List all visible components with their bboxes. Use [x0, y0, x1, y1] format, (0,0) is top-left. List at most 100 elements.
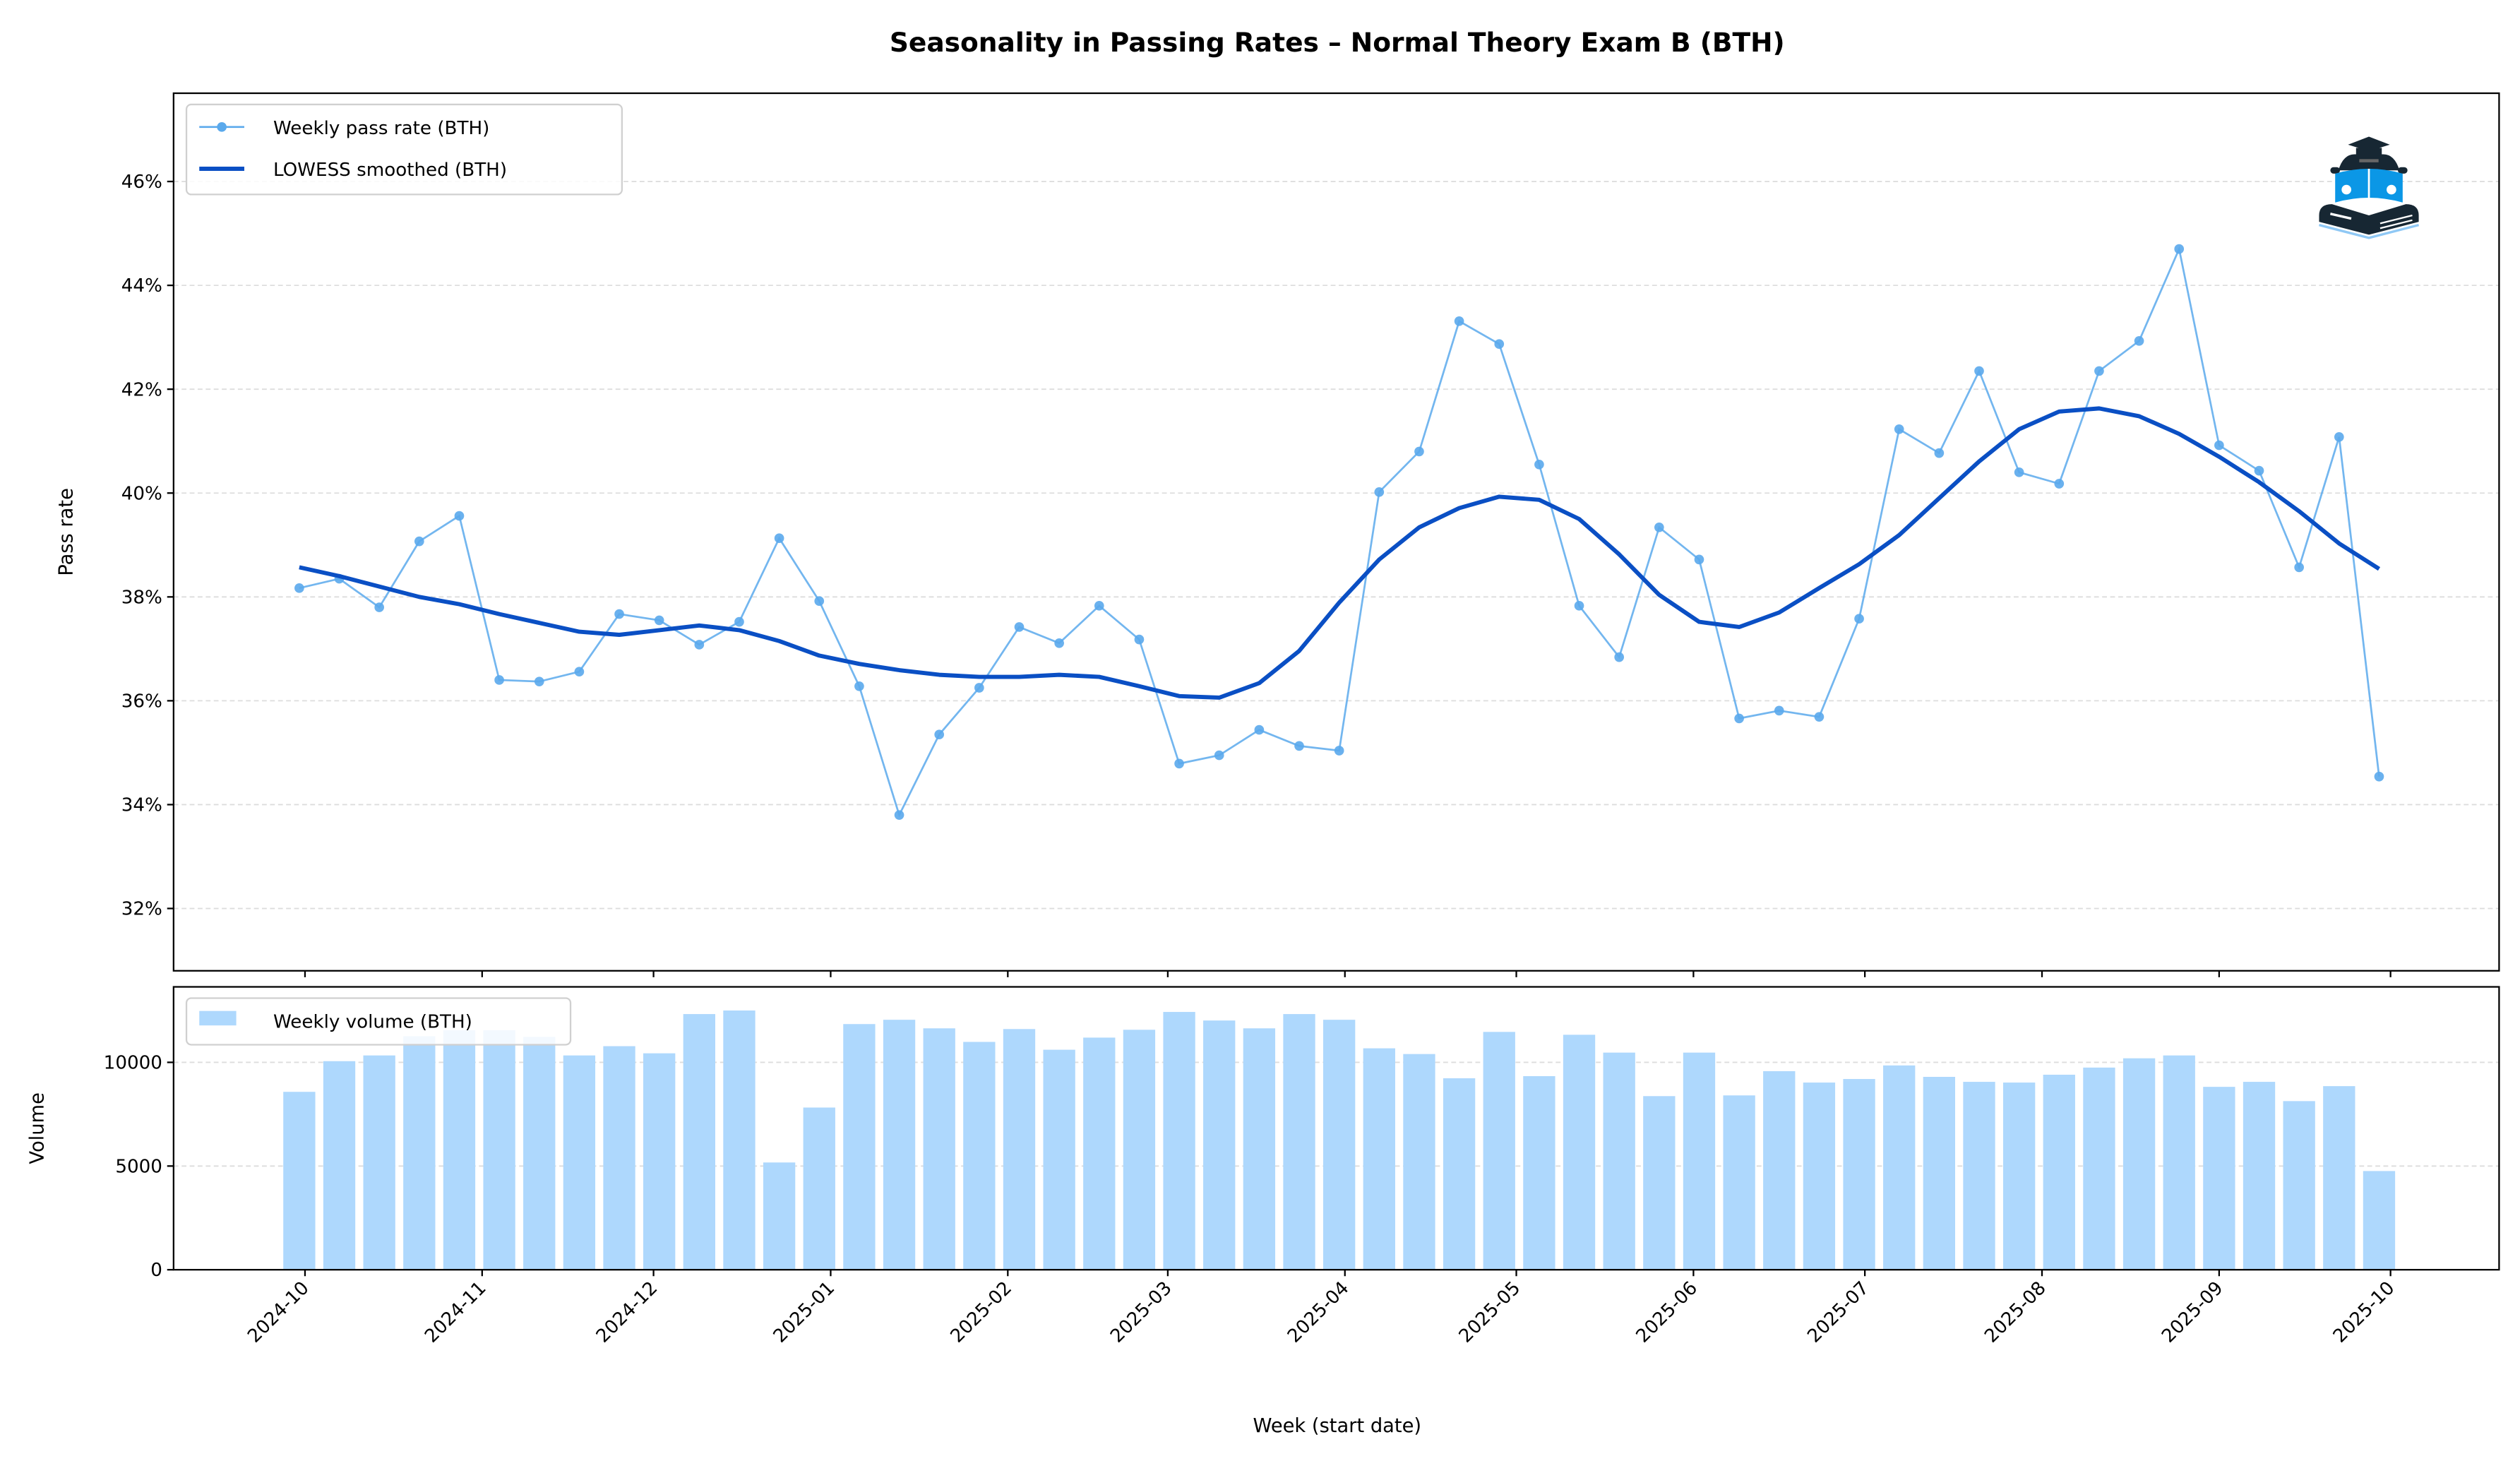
weekly-pass-rate-point — [534, 676, 544, 687]
weekly-pass-rate-point — [1094, 600, 1104, 611]
weekly-pass-rate-point — [2174, 244, 2185, 254]
weekly-pass-rate-point — [1414, 446, 1424, 457]
weekly-pass-rate-point — [1374, 487, 1385, 497]
weekly-pass-rate-point — [2254, 465, 2264, 476]
volume-bar — [1003, 1029, 1036, 1270]
weekly-pass-rate-point — [1894, 424, 1904, 434]
weekly-pass-rate-point — [574, 667, 585, 677]
weekly-pass-rate-point — [2294, 562, 2304, 573]
volume-bar — [1083, 1037, 1116, 1270]
bottom-y-tick-label: 5000 — [115, 1156, 162, 1177]
volume-bar — [2243, 1082, 2276, 1270]
volume-bar — [1683, 1052, 1716, 1270]
weekly-pass-rate-point — [1734, 713, 1744, 724]
bottom-y-ticks: 0 5000 10000 — [104, 1053, 174, 1281]
volume-bar — [2323, 1086, 2355, 1270]
top-plot-series — [294, 244, 2384, 821]
volume-bar — [603, 1046, 635, 1270]
volume-bar — [1163, 1012, 1195, 1270]
weekly-pass-rate-point — [454, 511, 465, 521]
top-y-tick-label: 40% — [121, 483, 162, 504]
top-y-tick-label: 42% — [121, 379, 162, 400]
volume-bar — [1803, 1083, 1836, 1270]
weekly-pass-rate-point — [1054, 638, 1064, 648]
volume-bar — [2283, 1101, 2315, 1270]
bottom-y-tick-label: 10000 — [104, 1053, 162, 1074]
top-legend-box — [185, 103, 623, 196]
volume-bar — [1563, 1034, 1596, 1270]
bottom-y-tick-label: 0 — [150, 1260, 162, 1281]
volume-bar — [2203, 1087, 2235, 1270]
weekly-pass-rate-point — [1974, 366, 1984, 376]
top-y-axis-label: Pass rate — [55, 488, 77, 576]
weekly-pass-rate-point — [1334, 746, 1344, 756]
volume-bar — [323, 1061, 356, 1270]
weekly-pass-rate-point — [1574, 600, 1584, 611]
weekly-pass-rate-point — [2214, 440, 2224, 451]
bottom-legend: Weekly volume (BTH) — [185, 997, 572, 1046]
bottom-y-axis-label: Volume — [26, 1092, 48, 1164]
volume-bar — [1323, 1020, 1356, 1270]
legend-label-lowess: LOWESS smoothed (BTH) — [273, 160, 507, 181]
weekly-pass-rate-point — [814, 596, 825, 607]
weekly-pass-rate-point — [374, 602, 384, 612]
weekly-pass-rate-point — [654, 615, 664, 626]
chart-title: Seasonality in Passing Rates – Normal Th… — [890, 27, 1785, 58]
weekly-pass-rate-point — [294, 583, 304, 593]
top-y-tick-label: 44% — [121, 275, 162, 297]
volume-bar — [723, 1010, 756, 1270]
weekly-pass-rate-point — [1614, 652, 1625, 662]
volume-bar — [1883, 1065, 1916, 1270]
volume-bar — [1483, 1032, 1515, 1270]
weekly-pass-rate-point — [2134, 335, 2144, 346]
volume-bar — [643, 1053, 676, 1270]
weekly-pass-rate-point — [1774, 705, 1784, 716]
volume-bar — [803, 1107, 835, 1270]
weekly-pass-rate-point — [1534, 459, 1544, 470]
volume-bar — [1963, 1082, 1995, 1270]
weekly-pass-rate-point — [1654, 522, 1664, 532]
bottom-legend-box — [185, 997, 572, 1046]
weekly-pass-rate-point — [2334, 431, 2344, 442]
top-y-tick-label: 34% — [121, 795, 162, 816]
top-y-ticks: 32% 34% 36% 38% 40% 42% 44% 46% — [121, 172, 174, 920]
volume-bar — [683, 1014, 715, 1270]
volume-bar — [563, 1055, 596, 1270]
top-y-tick-label: 38% — [121, 587, 162, 608]
top-y-tick-label: 36% — [121, 691, 162, 712]
top-gridlines — [173, 181, 2500, 910]
top-y-tick-label: 32% — [121, 899, 162, 920]
volume-bar — [1643, 1096, 1676, 1270]
volume-bar — [1523, 1075, 1555, 1270]
volume-bar — [363, 1055, 395, 1270]
weekly-pass-rate-point — [1694, 554, 1704, 565]
volume-bar — [1363, 1048, 1395, 1270]
volume-bar — [843, 1024, 876, 1270]
volume-bar — [1443, 1078, 1476, 1270]
weekly-pass-rate-point — [1494, 339, 1505, 350]
legend-label-weekly-volume: Weekly volume (BTH) — [273, 1012, 472, 1033]
weekly-pass-rate-point — [894, 810, 904, 821]
weekly-pass-rate-point — [1854, 614, 1864, 624]
volume-bar — [1403, 1054, 1435, 1270]
legend-marker-weekly-pass-rate — [217, 121, 227, 132]
legend-swatch-weekly-volume — [199, 1010, 237, 1026]
x-axis-label: Week (start date) — [1253, 1415, 1421, 1437]
weekly-pass-rate-point — [694, 640, 705, 650]
weekly-pass-rate-point — [854, 681, 864, 691]
weekly-pass-rate-point — [774, 533, 784, 544]
volume-bar — [2363, 1171, 2396, 1270]
weekly-pass-rate-point — [414, 536, 424, 547]
volume-bar — [1923, 1077, 1956, 1270]
top-axes-frame — [172, 92, 2500, 972]
volume-bars — [283, 1010, 2396, 1270]
volume-bar — [1843, 1079, 1875, 1270]
volume-bar — [2043, 1074, 2075, 1270]
weekly-pass-rate-point — [1814, 712, 1825, 722]
weekly-pass-rate-point — [974, 683, 984, 693]
volume-bar — [443, 1030, 476, 1270]
weekly-pass-rate-point — [2014, 467, 2024, 477]
volume-bar — [523, 1037, 556, 1270]
weekly-pass-rate-point — [934, 729, 945, 740]
